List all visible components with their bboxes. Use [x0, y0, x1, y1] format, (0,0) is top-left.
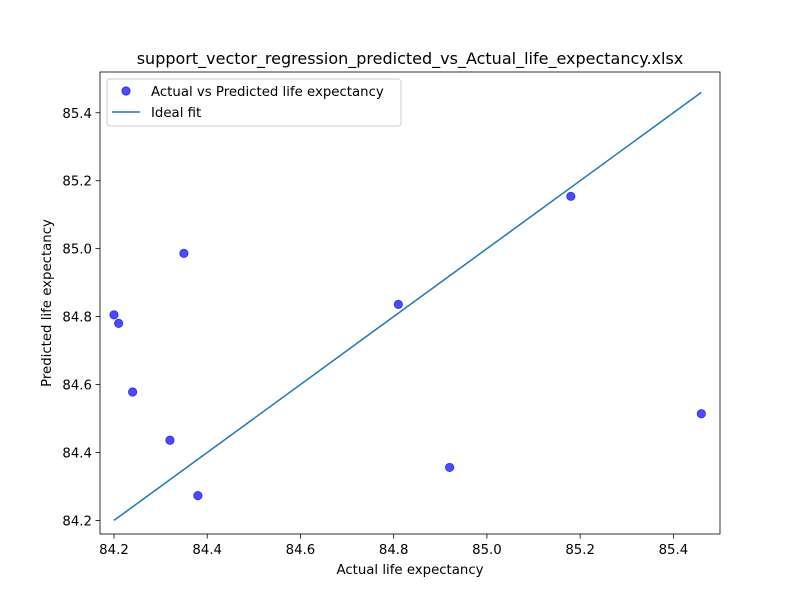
- scatter-point: [696, 409, 706, 419]
- x-tick-label: 85.0: [472, 543, 502, 558]
- scatter-point: [566, 191, 576, 201]
- x-tick-label: 84.8: [379, 543, 409, 558]
- legend-point-marker: [121, 86, 131, 96]
- chart-title: support_vector_regression_predicted_vs_A…: [137, 49, 684, 69]
- plot-area: [99, 71, 721, 535]
- y-tick-label: 84.6: [62, 379, 92, 394]
- ideal-fit-line: [113, 91, 702, 522]
- y-tick-label: 84.8: [62, 311, 92, 326]
- y-tick-label: 84.2: [62, 514, 92, 529]
- scatter-point: [445, 462, 455, 473]
- y-tick-label: 85.0: [62, 243, 92, 258]
- scatter-point: [128, 387, 138, 397]
- legend-box: [106, 78, 402, 127]
- y-axis-label: Predicted life expectancy: [40, 219, 55, 387]
- x-tick-label: 85.4: [659, 543, 689, 558]
- scatter-point: [393, 299, 403, 309]
- y-tick-label: 85.2: [62, 175, 92, 190]
- axes-frame: [99, 71, 721, 535]
- scatter-point: [109, 310, 119, 320]
- x-tick-label: 84.6: [286, 543, 316, 558]
- scatter-point: [193, 491, 203, 501]
- scatter-point: [114, 318, 124, 328]
- legend-label: Actual vs Predicted life expectancy: [151, 85, 384, 100]
- scatter-point: [179, 248, 189, 259]
- y-tick-label: 84.4: [62, 446, 92, 461]
- y-axis: 84.2 84.4 84.6 84.8 85.0 85.2 85.4: [62, 107, 100, 529]
- y-tick-label: 85.4: [62, 107, 92, 122]
- x-tick-label: 84.4: [192, 543, 222, 558]
- x-axis-label: Actual life expectancy: [336, 563, 483, 578]
- legend: Actual vs Predicted life expectancy Ideal…: [106, 78, 402, 127]
- x-tick-label: 85.2: [565, 543, 595, 558]
- scatter-point: [165, 435, 175, 445]
- x-axis: 84.2 84.4 84.6 84.8 85.0 85.2 85.4: [99, 534, 688, 558]
- legend-label: Ideal fit: [151, 106, 201, 121]
- x-tick-label: 84.2: [99, 543, 129, 558]
